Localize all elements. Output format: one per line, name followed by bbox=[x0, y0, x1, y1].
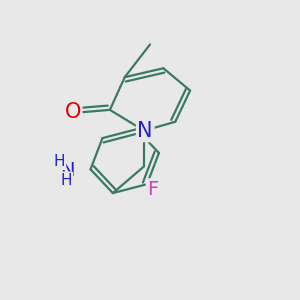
Text: N: N bbox=[137, 121, 153, 141]
Text: F: F bbox=[147, 180, 159, 199]
Text: N: N bbox=[60, 161, 75, 180]
Text: H: H bbox=[54, 154, 65, 169]
Text: O: O bbox=[64, 102, 81, 122]
Text: H: H bbox=[60, 173, 72, 188]
